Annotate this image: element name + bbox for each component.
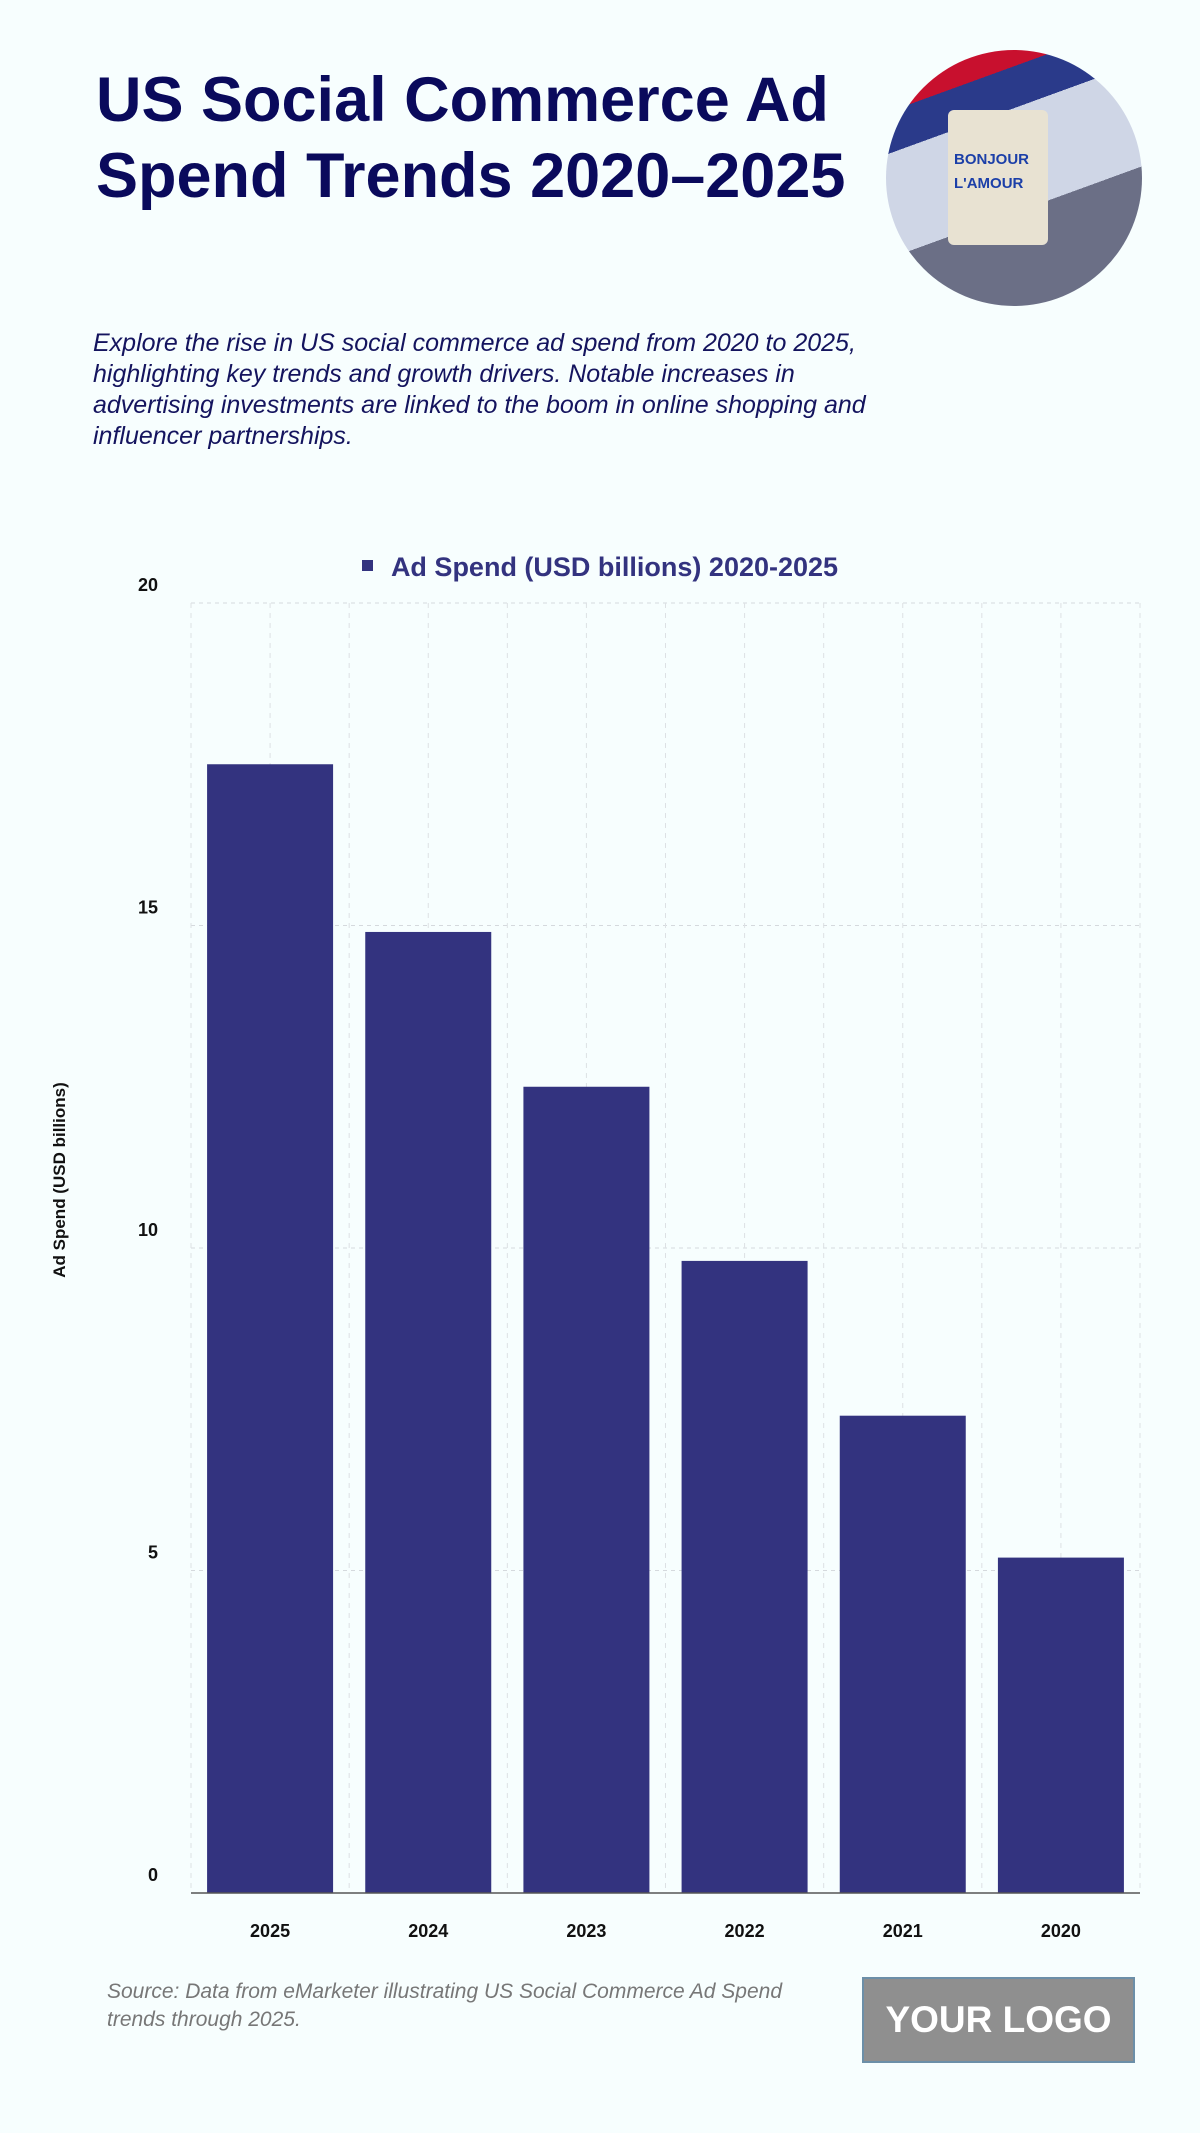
y-tick-label: 0 [148, 1865, 158, 1885]
x-tick-label: 2025 [250, 1921, 290, 1941]
tote-bag-image: BONJOUR L'AMOUR [948, 110, 1048, 245]
legend-label: Ad Spend (USD billions) 2020-2025 [390, 552, 839, 582]
bar [365, 931, 492, 1893]
shopping-bag-photo: BONJOUR L'AMOUR [886, 50, 1142, 306]
bar [997, 1557, 1124, 1893]
legend: Ad Spend (USD billions) 2020-2025 [0, 552, 1200, 583]
subtitle: Explore the rise in US social commerce a… [93, 329, 866, 450]
bar [839, 1415, 966, 1893]
tote-bag-text: BONJOUR L'AMOUR [954, 151, 1030, 192]
bar [207, 764, 334, 1893]
x-tick-label: 2021 [883, 1921, 923, 1941]
bar [681, 1260, 808, 1893]
x-tick-label: 2020 [1041, 1921, 1081, 1941]
source-note: Source: Data from eMarketer illustrating… [107, 1980, 782, 2031]
y-tick-label: 5 [148, 1543, 158, 1563]
y-tick-label: 20 [138, 575, 158, 595]
page-title: US Social Commerce Ad Spend Trends 2020–… [96, 65, 846, 211]
x-tick-label: 2022 [725, 1921, 765, 1941]
x-tick-label: 2023 [566, 1921, 606, 1941]
y-tick-label: 10 [138, 1220, 158, 1240]
logo-placeholder: YOUR LOGO [862, 1977, 1135, 2063]
bar [523, 1086, 650, 1893]
y-tick-label: 15 [138, 898, 158, 918]
legend-swatch [361, 560, 373, 572]
x-tick-label: 2024 [408, 1921, 448, 1941]
